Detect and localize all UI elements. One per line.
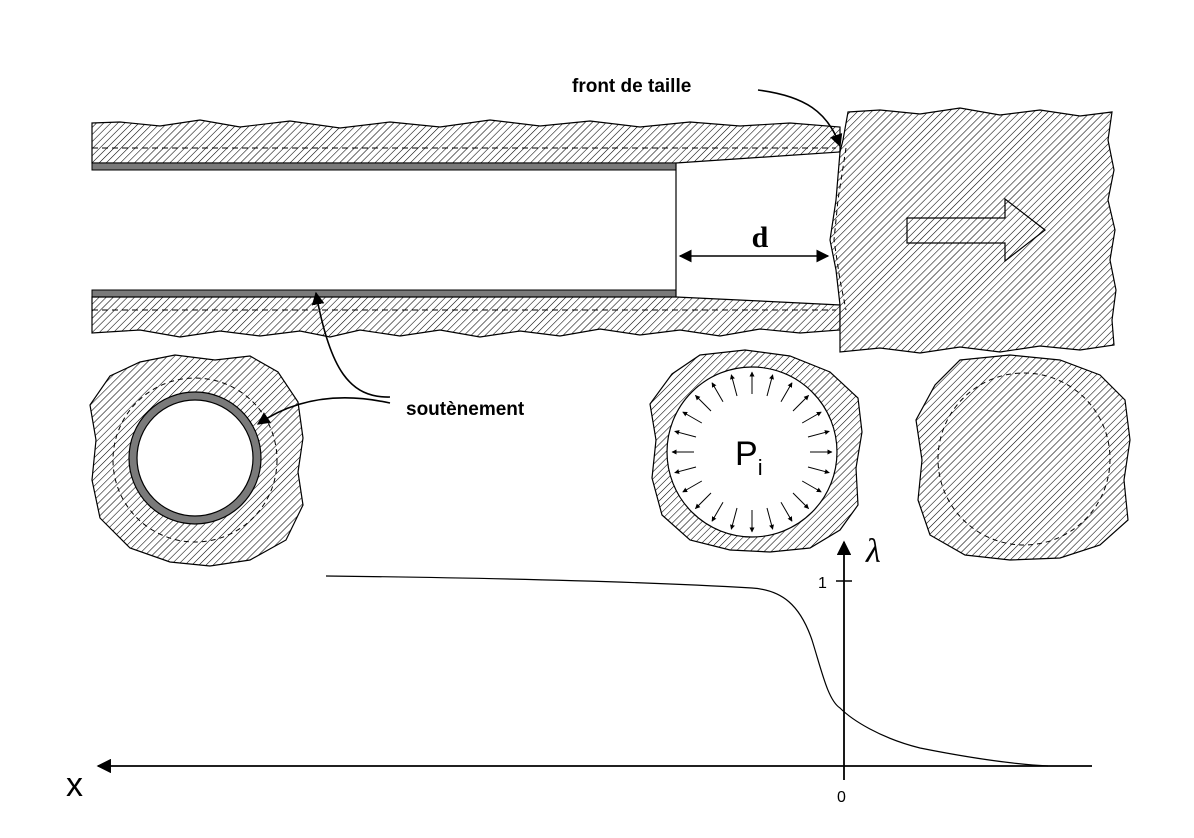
lined-section-opening	[136, 399, 254, 517]
face-label: front de taille	[572, 76, 691, 97]
pressure-arrow	[695, 395, 712, 412]
pressure-arrow	[682, 480, 703, 493]
lower-lining	[91, 289, 677, 298]
pressure-label: Pi	[735, 435, 763, 480]
lambda-curve	[325, 575, 1049, 767]
pressure-arrow	[695, 492, 712, 509]
pressure-arrow	[780, 382, 793, 403]
face-pointer	[757, 89, 843, 148]
advance-direction-arrow-icon	[906, 197, 1046, 263]
pressure-arrow	[674, 430, 697, 438]
origin-label: 0	[837, 789, 846, 806]
lined-section-excavation-line	[112, 377, 278, 543]
pressure-arrow	[711, 382, 724, 403]
upper-rock-mass	[91, 119, 841, 164]
pressure-arrow	[766, 374, 774, 397]
lambda-graph: x λ 1 0	[66, 533, 1092, 806]
pressure-arrow	[711, 501, 724, 522]
pressure-arrow	[792, 395, 809, 412]
cross-section-lined	[89, 354, 304, 567]
upper-lining	[91, 162, 677, 171]
support-label: soutènement	[406, 399, 525, 420]
y-axis-tick-label-1: 1	[818, 575, 827, 592]
pressure-arrow	[780, 501, 793, 522]
pressure-arrow	[682, 411, 703, 424]
tunnel-longitudinal-section: d front de taille	[91, 76, 1117, 354]
pressure-arrow	[766, 507, 774, 530]
support-pointer-lining	[311, 291, 391, 398]
pressure-arrow	[730, 507, 738, 530]
cross-section-unexcavated	[915, 354, 1131, 561]
pressure-arrow	[807, 430, 830, 438]
lower-rock-mass	[91, 296, 841, 338]
cross-section-pressure: Pi	[649, 349, 863, 553]
pressure-arrow	[801, 480, 822, 493]
x-axis-label: x	[66, 766, 83, 804]
face-dashed-outline	[833, 147, 847, 311]
pressure-arrow	[801, 411, 822, 424]
radial-pressure-arrows	[671, 371, 833, 533]
distance-label: d	[752, 221, 769, 254]
pressure-label-subscript: i	[758, 455, 763, 480]
y-axis-label: λ	[865, 533, 881, 570]
pressure-arrow	[807, 466, 830, 474]
pressure-arrow	[730, 374, 738, 397]
pressure-label-main: P	[735, 435, 758, 473]
support-annotation: soutènement	[256, 291, 525, 425]
pressure-arrow	[792, 492, 809, 509]
unexcavated-section-rock	[915, 354, 1131, 561]
pressure-arrow	[674, 466, 697, 474]
unexcavated-section-dashed-outline	[937, 372, 1111, 546]
support-pointer-section	[256, 396, 391, 425]
